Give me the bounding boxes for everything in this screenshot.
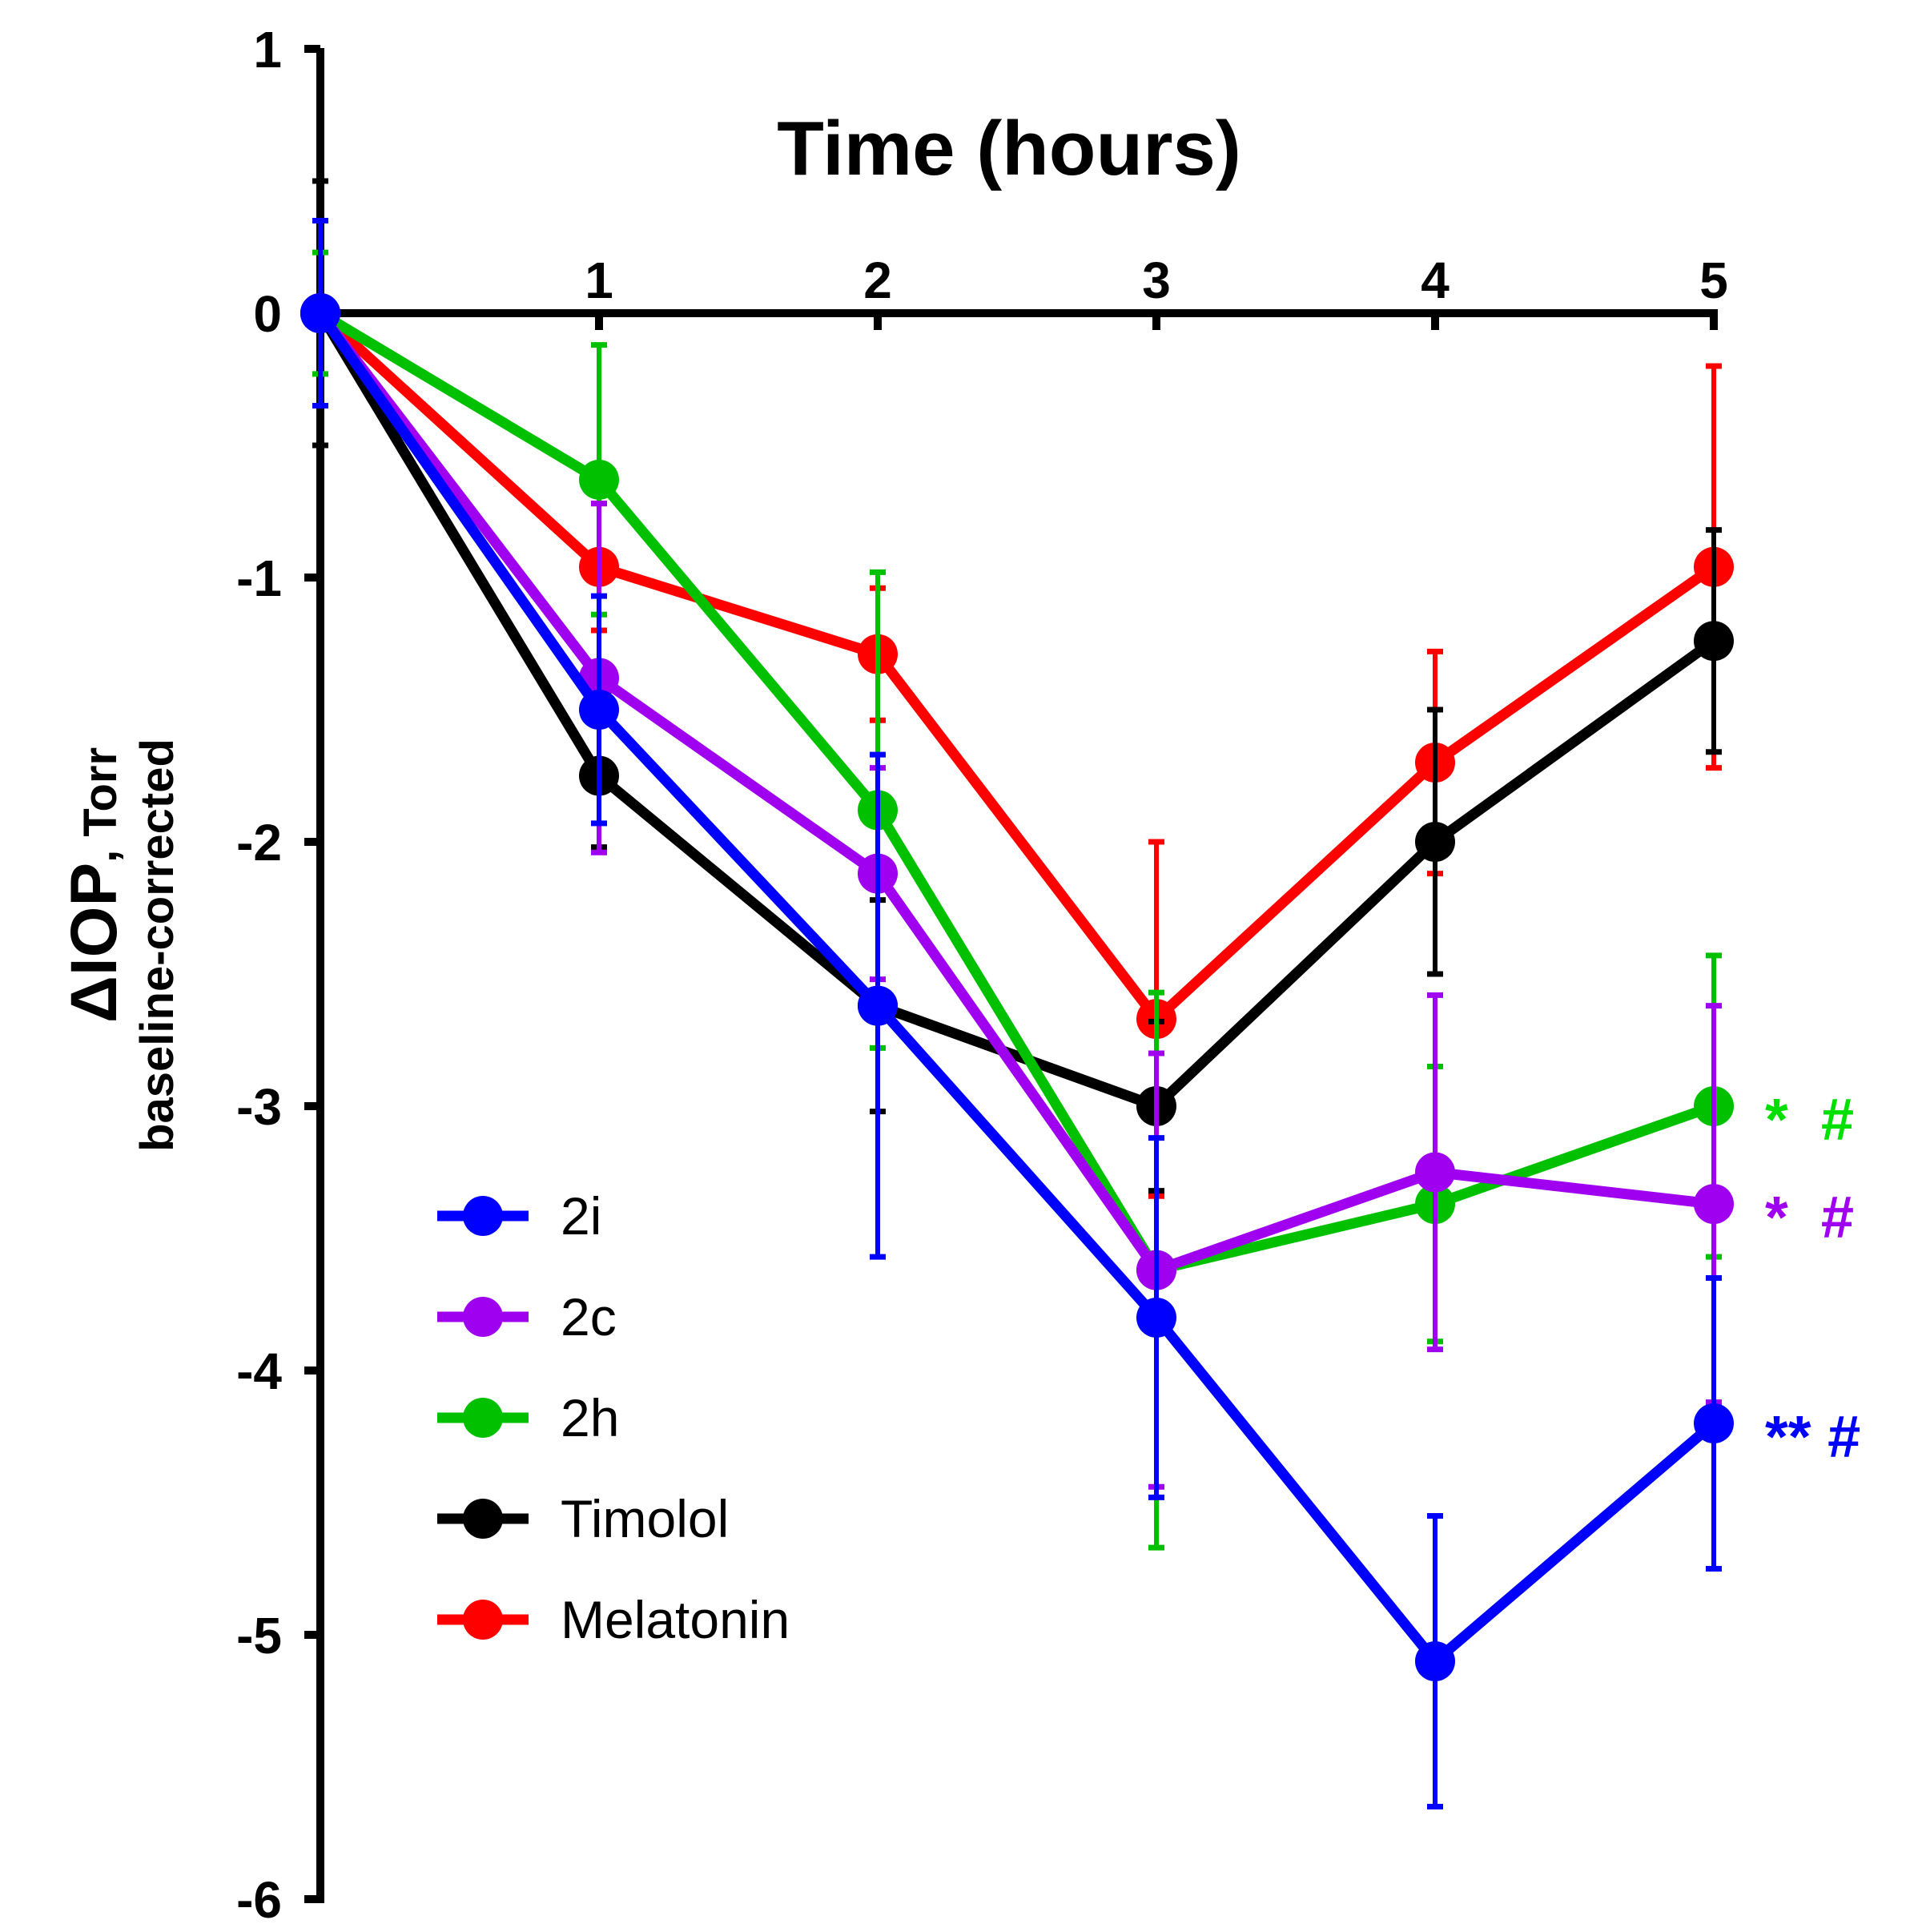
plot-area bbox=[300, 178, 1734, 1809]
series-line bbox=[316, 309, 1717, 1024]
annotations: * # * # ** # bbox=[1765, 1086, 1860, 1470]
legend-item: 2i bbox=[437, 1186, 601, 1246]
x-ticks: 1 2 3 4 5 bbox=[585, 252, 1728, 330]
significance-annotation: * # bbox=[1765, 1086, 1854, 1153]
series-2h bbox=[300, 249, 1734, 1551]
y-tick-label: -2 bbox=[236, 814, 282, 871]
data-point bbox=[1415, 1152, 1455, 1193]
legend-item: 2h bbox=[437, 1388, 619, 1447]
y-axis-subtitle: baseline-corrected bbox=[131, 739, 183, 1152]
data-point bbox=[579, 690, 619, 730]
x-tick-label: 3 bbox=[1142, 252, 1171, 309]
y-tick-label: 0 bbox=[253, 285, 282, 343]
legend-label: 2h bbox=[561, 1388, 619, 1447]
series-line bbox=[317, 308, 1716, 1276]
legend-item: 2c bbox=[437, 1287, 617, 1346]
axes bbox=[316, 48, 1718, 1903]
y-tick-label: -1 bbox=[236, 549, 282, 607]
y-ticks: 1 0 -1 -2 -3 -4 -5 -6 bbox=[236, 21, 320, 1929]
series-line bbox=[316, 310, 1715, 1276]
x-tick-label: 5 bbox=[1699, 252, 1728, 309]
y-tick-label: -3 bbox=[236, 1078, 282, 1136]
legend-swatch-marker bbox=[463, 1398, 503, 1438]
data-point bbox=[1136, 1298, 1176, 1338]
series-line bbox=[316, 310, 1718, 1667]
legend-swatch-marker bbox=[463, 1297, 503, 1337]
data-point bbox=[300, 293, 340, 333]
legend-swatch-marker bbox=[463, 1196, 503, 1236]
data-point bbox=[1694, 1403, 1734, 1443]
legend-item: Melatonin bbox=[437, 1590, 790, 1649]
y-tick-label: -4 bbox=[236, 1342, 282, 1400]
y-axis-title-main: ΔIOP bbox=[58, 863, 131, 1023]
series-2i bbox=[300, 218, 1734, 1809]
legend-label: 2c bbox=[561, 1287, 617, 1346]
x-tick-label: 1 bbox=[585, 252, 613, 309]
series-line bbox=[316, 310, 1717, 1112]
y-axis-title: ΔIOP, Torr bbox=[58, 747, 131, 1023]
data-point bbox=[1415, 1641, 1455, 1681]
data-point bbox=[1415, 822, 1455, 862]
legend: 2i 2c 2h Timolol Melatonin bbox=[437, 1186, 790, 1649]
series-2c bbox=[300, 218, 1734, 1490]
legend-label: 2i bbox=[561, 1186, 601, 1246]
legend-swatch-marker bbox=[463, 1600, 503, 1640]
legend-label: Melatonin bbox=[561, 1590, 790, 1649]
y-tick-label: -6 bbox=[236, 1871, 282, 1929]
data-point bbox=[858, 985, 898, 1026]
legend-item: Timolol bbox=[437, 1489, 729, 1548]
x-tick-label: 2 bbox=[863, 252, 892, 309]
data-point bbox=[1694, 1184, 1734, 1225]
x-tick-label: 4 bbox=[1421, 252, 1450, 309]
data-point bbox=[579, 459, 619, 500]
y-tick-label: 1 bbox=[253, 21, 282, 78]
significance-annotation: * # bbox=[1765, 1184, 1854, 1250]
significance-annotation: ** # bbox=[1765, 1403, 1860, 1470]
legend-swatch-marker bbox=[463, 1499, 503, 1539]
y-axis-title-unit: , Torr bbox=[74, 747, 127, 863]
legend-label: Timolol bbox=[561, 1489, 729, 1548]
x-axis-title: Time (hours) bbox=[777, 106, 1241, 191]
data-point bbox=[1694, 621, 1734, 662]
y-tick-label: -5 bbox=[236, 1607, 282, 1664]
